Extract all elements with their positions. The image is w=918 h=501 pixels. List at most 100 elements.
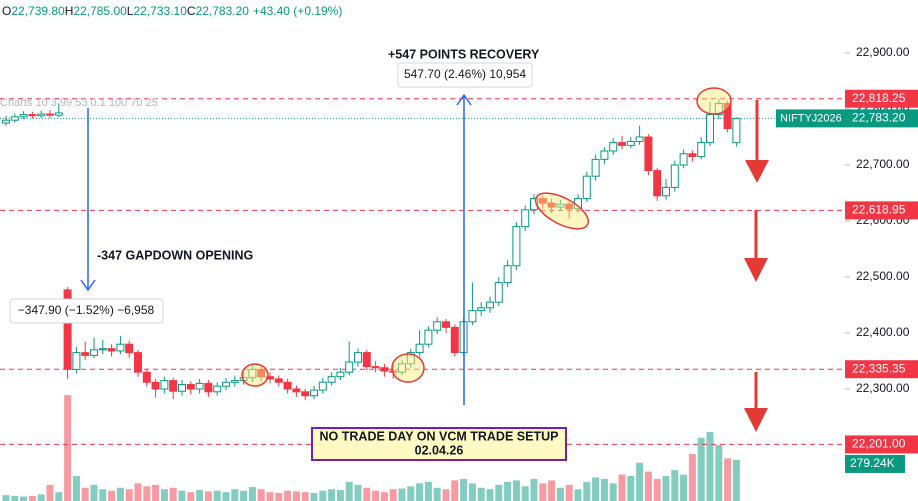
volume-bar xyxy=(336,489,344,501)
candle-body xyxy=(653,170,662,197)
volume-bar xyxy=(2,495,10,501)
volume-bar xyxy=(266,492,274,501)
candle-body xyxy=(582,175,591,200)
volume-bar xyxy=(724,458,732,501)
level-label: 22,818.25 xyxy=(852,91,906,105)
legend-change: +43.40 (+0.19%) xyxy=(253,4,342,18)
volume-bar xyxy=(125,489,133,501)
candle-body xyxy=(19,114,28,118)
candle-body xyxy=(90,349,98,356)
legend-value: 22,783.20 xyxy=(196,4,250,18)
candle-body xyxy=(204,382,213,393)
candle-body xyxy=(670,164,679,188)
candle-body xyxy=(512,226,521,267)
volume-bar xyxy=(530,478,538,501)
candle-body xyxy=(274,378,283,383)
volume-bar xyxy=(380,492,388,501)
volume-bar xyxy=(81,487,89,501)
candle-body xyxy=(230,380,239,383)
symbol-box xyxy=(776,109,845,128)
candle-body xyxy=(723,102,732,130)
note-box xyxy=(311,427,567,461)
candle-body xyxy=(46,113,54,116)
symbol-label: NIFTYJ2026 xyxy=(780,112,842,124)
volume-bar xyxy=(328,489,336,501)
volume-bar xyxy=(196,489,204,501)
volume-bar xyxy=(512,480,520,501)
candle-body xyxy=(186,384,195,390)
legend-value: 22,733.10 xyxy=(133,4,187,18)
candle-body xyxy=(301,391,310,397)
volume-bar xyxy=(574,489,582,501)
volume-bar xyxy=(556,487,564,501)
blue-arrows xyxy=(80,93,472,405)
candle-body xyxy=(547,202,556,208)
volume-bar xyxy=(46,484,54,501)
candle-body xyxy=(98,348,107,351)
measure-label: 547.70 (2.46%) 10,954 xyxy=(404,67,526,81)
volume-bar xyxy=(187,492,195,501)
volume-bar xyxy=(55,492,63,501)
volume-bar xyxy=(618,474,626,501)
volume-bar xyxy=(301,492,309,501)
volume-bar xyxy=(592,477,600,501)
candle-body xyxy=(662,186,670,197)
highlight xyxy=(534,192,590,230)
volume-bar xyxy=(697,437,705,501)
candle-body xyxy=(266,376,274,380)
volume-bar xyxy=(240,490,248,501)
price-axis xyxy=(845,0,918,501)
candle-body xyxy=(213,385,222,393)
volume-bar xyxy=(416,483,424,501)
highlight xyxy=(696,87,732,115)
candle-body xyxy=(169,380,178,392)
candle-body xyxy=(732,117,741,144)
candle-body xyxy=(565,203,574,210)
candles xyxy=(2,98,741,401)
volume-bar xyxy=(433,487,441,501)
candle-body xyxy=(354,352,362,363)
volume-bar xyxy=(213,490,221,501)
volume-bar xyxy=(407,486,415,501)
volume-bar xyxy=(372,490,380,501)
volume-label-box xyxy=(845,454,905,473)
legend-key: H xyxy=(65,4,74,18)
volume-bar xyxy=(653,478,661,501)
candle-body xyxy=(327,376,336,383)
volume-pane xyxy=(2,395,740,501)
volume-bar xyxy=(37,494,45,501)
candle-body xyxy=(688,153,697,158)
volume-bar xyxy=(90,484,98,501)
y-tick-label: 22,500.00 xyxy=(856,269,910,283)
candle-body xyxy=(318,381,327,391)
legend-key: C xyxy=(187,4,196,18)
levels xyxy=(0,98,845,445)
candle-body xyxy=(380,367,389,372)
candle-body xyxy=(345,361,354,373)
volume-bar xyxy=(354,484,362,501)
candle-body xyxy=(424,329,433,345)
arrow-head xyxy=(456,93,472,106)
candle-body xyxy=(160,380,169,390)
note: NO TRADE DAY ON VCM TRADE SETUP xyxy=(320,429,559,443)
volume-bar xyxy=(398,488,406,501)
volume-bar xyxy=(732,459,740,501)
arrow-head xyxy=(744,408,768,432)
candle-body xyxy=(195,382,204,390)
measure-box xyxy=(397,62,533,88)
volume-bar xyxy=(504,481,512,501)
volume-bar xyxy=(204,491,212,501)
candle-body xyxy=(503,265,512,284)
candle-body xyxy=(28,114,37,117)
highlight xyxy=(241,363,269,387)
candle-body xyxy=(283,381,292,390)
volume-bar xyxy=(636,462,644,501)
volume-bar xyxy=(521,486,529,501)
level-label: 22,201.00 xyxy=(852,437,906,451)
volume-bar xyxy=(99,489,107,501)
volume-bar xyxy=(389,489,397,501)
last-price-box xyxy=(845,109,918,128)
y-tick-label: 22,400.00 xyxy=(856,325,910,339)
volume-bar xyxy=(468,483,476,501)
level-label-box xyxy=(845,89,918,108)
